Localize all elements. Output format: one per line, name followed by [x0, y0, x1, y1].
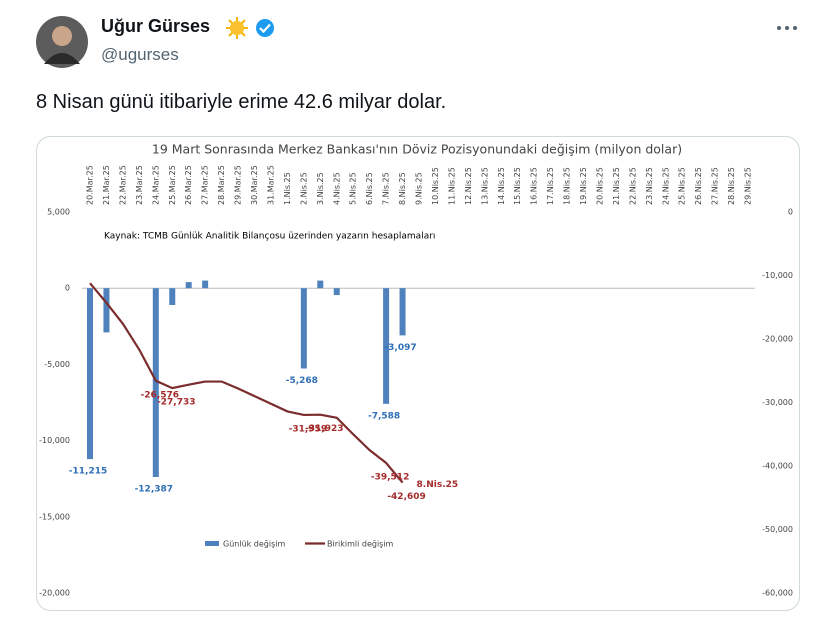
x-tick-label: 24.Nis.25	[661, 167, 670, 205]
avatar[interactable]	[36, 16, 88, 68]
x-tick-label: 18.Nis.25	[563, 167, 572, 205]
x-tick-label: 23.Mar.25	[135, 165, 144, 205]
x-tick-label: 2.Nis.25	[299, 172, 308, 205]
x-tick-label: 17.Nis.25	[546, 167, 555, 205]
bar	[300, 288, 307, 369]
bar-value-label: -3,097	[384, 343, 416, 353]
x-tick-label: 21.Mar.25	[102, 165, 111, 205]
x-tick-label: 11.Nis.25	[447, 167, 456, 205]
bar-value-label: -11,215	[69, 467, 107, 477]
y2-tick-label: -40,000	[762, 462, 793, 471]
x-tick-label: 27.Nis.25	[711, 167, 720, 205]
y2-tick-label: -30,000	[762, 398, 793, 407]
x-tick-label: 23.Nis.25	[645, 167, 654, 205]
y-tick-label: 0	[65, 284, 70, 293]
x-tick-label: 28.Mar.25	[217, 165, 226, 205]
line	[89, 282, 404, 484]
subtitle: Kaynak: TCMB Günlük Analitik Bilançosu ü…	[104, 232, 435, 242]
chart-title: 19 Mart Sonrasında Merkez Bankası'nın Dö…	[152, 142, 682, 157]
y2-tick-label: -60,000	[762, 589, 793, 598]
bar	[103, 288, 110, 333]
legend-label: Günlük değişim	[223, 540, 286, 549]
line-value-label: -39,512	[371, 472, 409, 482]
y-tick-label: -15,000	[39, 512, 70, 521]
line-value-label: -42,609	[387, 492, 425, 502]
x-tick-label: 16.Nis.25	[530, 167, 539, 205]
legend-swatch	[205, 541, 219, 546]
bar	[185, 282, 192, 289]
x-tick-label: 3.Nis.25	[316, 172, 325, 205]
y2-tick-label: -50,000	[762, 525, 793, 534]
bar-value-label: -7,588	[368, 411, 400, 421]
more-menu[interactable]	[776, 24, 798, 32]
bar	[152, 288, 159, 477]
x-tick-label: 10.Nis.25	[431, 167, 440, 205]
bar-value-label: -5,268	[286, 376, 318, 386]
bar	[87, 288, 93, 460]
line-value-label: -31,923	[305, 424, 343, 434]
x-tick-label: 19.Nis.25	[579, 167, 588, 205]
x-tick-label: 29.Nis.25	[744, 167, 753, 205]
bar	[169, 288, 176, 305]
y-tick-label: -5,000	[44, 360, 70, 369]
bar	[202, 280, 209, 289]
display-name[interactable]: Uğur Gürses	[101, 16, 211, 36]
handle[interactable]: @ugurses	[101, 45, 179, 64]
x-tick-label: 13.Nis.25	[480, 167, 489, 205]
x-tick-label: 22.Mar.25	[118, 165, 127, 205]
x-tick-label: 29.Mar.25	[234, 165, 243, 205]
y2-tick-label: -20,000	[762, 335, 793, 344]
x-tick-label: 8.Nis.25	[398, 172, 407, 205]
x-tick-label: 25.Mar.25	[168, 165, 177, 205]
x-tick-label: 20.Nis.25	[595, 167, 604, 205]
x-tick-label: 14.Nis.25	[497, 167, 506, 205]
x-tick-label: 9.Nis.25	[415, 172, 424, 205]
x-tick-label: 26.Nis.25	[694, 167, 703, 205]
bar	[333, 288, 340, 296]
x-tick-label: 28.Nis.25	[727, 167, 736, 205]
tweet-text: 8 Nisan günü itibariyle erime 42.6 milya…	[36, 91, 447, 113]
line-value-label: -31,959	[289, 424, 327, 434]
bar-value-label: -12,387	[135, 484, 173, 494]
chart-card[interactable]	[36, 136, 800, 611]
x-tick-label: 22.Nis.25	[628, 167, 637, 205]
bar	[383, 288, 390, 404]
x-tick-label: 1.Nis.25	[283, 172, 292, 205]
x-tick-label: 30.Mar.25	[250, 165, 259, 205]
x-tick-label: 31.Mar.25	[266, 165, 275, 205]
x-tick-label: 24.Mar.25	[151, 165, 160, 205]
x-tick-label: 27.Mar.25	[201, 165, 210, 205]
y-tick-label: -10,000	[39, 436, 70, 445]
y2-tick-label: 0	[788, 208, 793, 217]
line-value-label: -26,576	[141, 390, 179, 400]
x-tick-label: 5.Nis.25	[349, 172, 358, 205]
bar	[399, 288, 406, 336]
x-tick-label: 20.Mar.25	[86, 165, 95, 205]
x-tick-label: 6.Nis.25	[365, 172, 374, 205]
x-tick-label: 12.Nis.25	[464, 167, 473, 205]
line-value-label: -27,733	[157, 398, 195, 408]
y-tick-label: 5,000	[47, 208, 70, 217]
x-tick-label: 21.Nis.25	[612, 167, 621, 205]
legend-label: Birikimli değişim	[327, 540, 394, 549]
x-tick-label: 25.Nis.25	[678, 167, 687, 205]
y-tick-label: -20,000	[39, 589, 70, 598]
badges	[226, 17, 274, 39]
x-tick-label: 26.Mar.25	[184, 165, 193, 205]
x-tick-label: 4.Nis.25	[332, 172, 341, 205]
bar	[317, 280, 324, 289]
x-tick-label: 15.Nis.25	[513, 167, 522, 205]
x-tick-label: 7.Nis.25	[382, 172, 391, 205]
y2-tick-label: -10,000	[762, 271, 793, 280]
annotation: 8.Nis.25	[417, 480, 459, 490]
